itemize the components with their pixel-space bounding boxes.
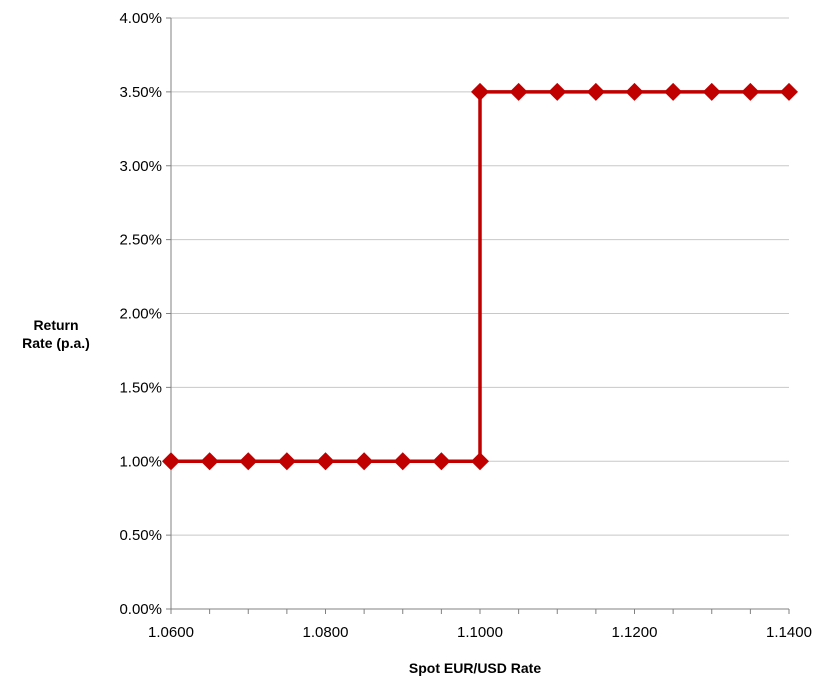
data-point-marker [316,452,335,471]
data-point-marker [548,82,567,101]
data-point-marker [277,452,296,471]
data-point-marker [471,82,489,101]
data-point-marker [393,452,412,471]
y-tick-label: 0.00% [119,601,162,618]
data-point-marker [664,82,683,101]
data-point-marker [355,452,374,471]
y-tick-label: 3.00% [119,158,162,175]
data-point-marker [741,82,760,101]
series-line [171,90,789,464]
y-tick-label: 4.00% [119,10,162,27]
x-tick-label: 1.1400 [766,624,812,641]
data-point-marker [780,82,798,101]
y-tick-label: 2.50% [119,232,162,249]
y-axis-title-line-2: Rate (p.a.) [22,335,90,351]
data-point-marker [586,82,605,101]
y-axis-title-line-1: Return [33,317,78,333]
series [162,82,798,471]
x-tick-labels: 1.0600 1.0800 1.1000 1.1200 1.1400 [148,624,812,641]
y-tick-label: 1.50% [119,379,162,396]
data-point-marker [200,452,219,471]
data-point-marker [702,82,721,101]
x-tick-label: 1.0600 [148,624,194,641]
axes [166,17,790,614]
data-point-marker [239,452,258,471]
y-tick-label: 1.00% [119,453,162,470]
x-axis-title: Spot EUR/USD Rate [409,660,541,676]
y-tick-labels: 0.00% 0.50% 1.00% 1.50% 2.00% 2.50% 3.00% 3.50%… [119,10,162,618]
data-point-marker [471,452,489,471]
data-point-marker [432,452,451,471]
y-tick-label: 3.50% [119,84,162,101]
x-tick-label: 1.0800 [303,624,349,641]
y-tick-label: 0.50% [119,527,162,544]
x-tick-label: 1.1200 [612,624,658,641]
x-tick-label: 1.1000 [457,624,503,641]
data-point-marker [162,452,180,471]
y-tick-label: 2.00% [119,306,162,323]
data-point-marker [509,82,528,101]
data-point-marker [625,82,644,101]
